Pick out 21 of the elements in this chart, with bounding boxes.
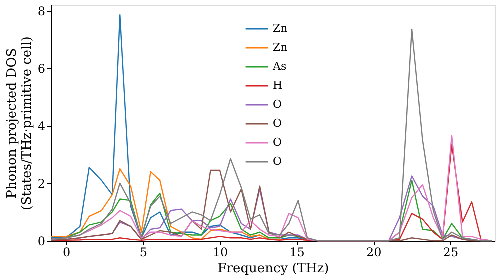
x-tick-label: 15 — [290, 246, 305, 260]
y-tick-label: 2 — [38, 176, 46, 191]
x-tick-label: 5 — [140, 246, 148, 260]
legend-label: O — [273, 155, 282, 168]
legend-label: O — [273, 98, 282, 111]
x-tick-label: 0 — [63, 246, 71, 260]
y-tick-label: 0 — [38, 234, 46, 248]
legend-label: O — [273, 136, 282, 149]
y-axis-title: Phonon projected DOS (States/THz·primitive cell) — [4, 36, 35, 211]
x-axis-title: Frequency (THz) — [218, 262, 330, 276]
legend-label: O — [273, 117, 282, 130]
y-tick-label: 8 — [38, 4, 46, 18]
x-tick-label: 25 — [443, 246, 459, 260]
x-tick-label: 10 — [212, 246, 228, 260]
y-tick-label: 6 — [38, 62, 46, 76]
legend-label: Zn — [273, 41, 288, 54]
x-tick-label: 20 — [366, 246, 382, 260]
legend-label: H — [273, 79, 283, 92]
y-tick-label: 4 — [38, 119, 46, 134]
legend-label: As — [272, 60, 287, 73]
legend-label: Zn — [273, 22, 288, 35]
